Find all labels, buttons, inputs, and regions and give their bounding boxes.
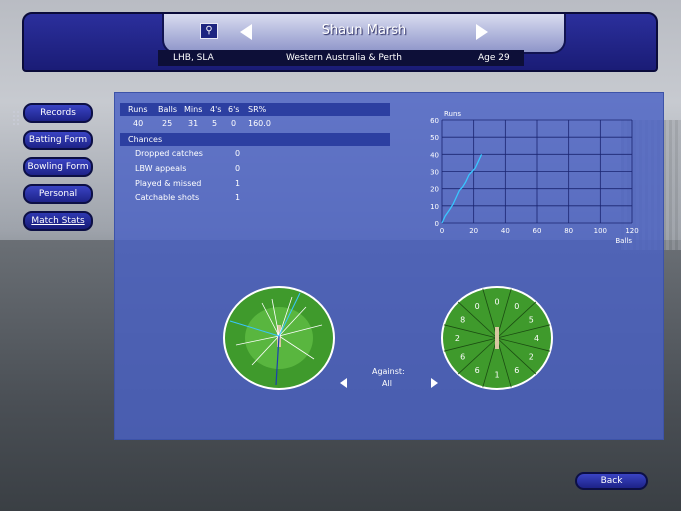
bowling-form-button[interactable]: Bowling Form: [23, 157, 93, 177]
stats-value-runs: 40: [133, 119, 144, 128]
zone-divider: [496, 337, 512, 388]
personal-button[interactable]: Personal: [23, 184, 93, 204]
stats-header-row: Runs Balls Mins 4's 6's SR%: [120, 103, 390, 116]
player-team: Western Australia & Perth: [286, 53, 402, 63]
batting-form-button[interactable]: Batting Form: [23, 130, 93, 150]
against-value: All: [382, 379, 392, 388]
stats-values-row: 40 25 31 5 0 160.0: [120, 117, 390, 130]
against-next-arrow-icon[interactable]: [431, 378, 438, 388]
zone-divider: [496, 324, 551, 339]
match-stats-button[interactable]: Match Stats: [23, 211, 93, 231]
next-player-arrow-icon[interactable]: [476, 24, 488, 40]
chance-value-played-missed: 1: [235, 179, 241, 188]
zone-divider: [496, 337, 551, 352]
stats-header-strike-rate: SR%: [248, 105, 267, 114]
zone-runs-label: 5: [529, 316, 534, 325]
chance-label-catchable-shots: Catchable shots: [135, 193, 200, 202]
runs-series-line: [441, 154, 483, 224]
wagon-wheel: [223, 286, 335, 390]
zone-divider: [443, 324, 498, 339]
y-tick-label: 50: [430, 134, 439, 142]
player-age: Age 29: [478, 53, 510, 63]
x-tick-label: 20: [469, 227, 478, 235]
chance-value-catchable-shots: 1: [235, 193, 241, 202]
x-tick-label: 40: [501, 227, 510, 235]
zone-divider: [482, 288, 498, 339]
player-name: Shaun Marsh: [321, 23, 407, 38]
chance-label-dropped-catches: Dropped catches: [135, 149, 203, 158]
menu-dots-decoration: [12, 110, 20, 126]
stats-value-strike-rate: 160.0: [248, 119, 271, 128]
zone-runs-label: 0: [494, 297, 499, 306]
chance-value-dropped-catches: 0: [235, 149, 241, 158]
zone-runs-label: 6: [514, 366, 519, 375]
zone-runs-label: 4: [534, 334, 539, 343]
against-label: Against:: [372, 367, 405, 376]
chance-label-lbw-appeals: LBW appeals: [135, 164, 187, 173]
zone-divider: [482, 337, 498, 388]
x-tick-label: 100: [594, 227, 607, 235]
stats-header-mins: Mins: [184, 105, 203, 114]
bat-ball-icon: ⚲: [200, 23, 218, 39]
zone-runs-label: 2: [529, 352, 534, 361]
zone-divider: [457, 301, 498, 339]
player-header: ⚲ Shaun Marsh LHB, SLA Western Australia…: [22, 12, 658, 72]
match-stats-panel: Runs Balls Mins 4's 6's SR% 40 25 31 5 0…: [114, 92, 664, 440]
player-name-tab: ⚲ Shaun Marsh: [162, 14, 566, 54]
zone-divider: [457, 337, 498, 375]
chance-label-played-missed: Played & missed: [135, 179, 202, 188]
chance-value-lbw-appeals: 0: [235, 164, 241, 173]
personal-button-label: Personal: [38, 189, 78, 199]
zone-divider: [496, 337, 537, 375]
bowling-form-button-label: Bowling Form: [27, 162, 89, 172]
y-tick-label: 60: [430, 117, 439, 125]
stats-value-sixes: 0: [231, 119, 237, 128]
y-axis-label: Runs: [444, 110, 461, 118]
stats-header-fours: 4's: [210, 105, 222, 114]
runs-worm-chart: 0 20 40 60 80 100 120 0 10 20 30 40 50 60 Runs Balls: [430, 110, 639, 244]
batting-style: LHB, SLA: [173, 53, 214, 63]
x-tick-label: 80: [564, 227, 573, 235]
stats-header-sixes: 6's: [228, 105, 240, 114]
zone-divider: [496, 301, 537, 339]
zone-divider: [443, 337, 498, 352]
stats-header-runs: Runs: [128, 105, 148, 114]
against-previous-arrow-icon[interactable]: [340, 378, 347, 388]
back-button[interactable]: Back: [575, 472, 648, 490]
zone-runs-label: 0: [514, 302, 519, 311]
batting-form-button-label: Batting Form: [28, 135, 88, 145]
x-tick-label: 120: [625, 227, 638, 235]
previous-player-arrow-icon[interactable]: [240, 24, 252, 40]
player-info-bar: LHB, SLA Western Australia & Perth Age 2…: [158, 50, 524, 66]
zone-runs-label: 6: [475, 366, 480, 375]
records-button-label: Records: [40, 108, 76, 118]
pitch-strip: [495, 327, 499, 349]
y-tick-label: 0: [435, 220, 439, 228]
zone-runs-label: 6: [460, 352, 465, 361]
x-tick-label: 0: [440, 227, 444, 235]
records-button[interactable]: Records: [23, 103, 93, 123]
y-tick-label: 20: [430, 186, 439, 194]
x-axis-label: Balls: [615, 237, 632, 244]
y-tick-label: 40: [430, 151, 439, 159]
zone-runs-label: 0: [475, 302, 480, 311]
stats-value-mins: 31: [188, 119, 199, 128]
stats-value-fours: 5: [212, 119, 218, 128]
zone-runs-label: 8: [460, 316, 465, 325]
zone-divider: [496, 288, 512, 339]
back-button-label: Back: [600, 476, 623, 486]
zone-runs-label: 1: [494, 371, 499, 380]
y-tick-label: 30: [430, 169, 439, 177]
stats-value-balls: 25: [162, 119, 173, 128]
x-tick-label: 60: [533, 227, 542, 235]
stats-header-balls: Balls: [158, 105, 178, 114]
zone-runs-label: 2: [455, 334, 460, 343]
match-stats-button-label: Match Stats: [31, 216, 85, 226]
y-tick-label: 10: [430, 203, 439, 211]
chances-header: Chances: [120, 133, 390, 146]
